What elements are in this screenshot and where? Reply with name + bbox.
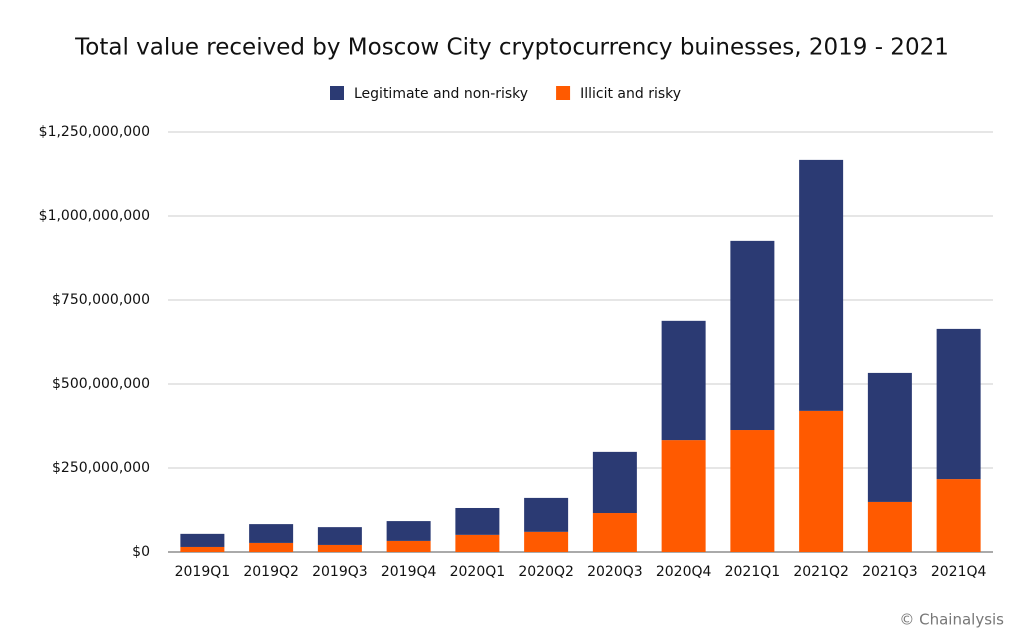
bar-segment <box>799 159 844 411</box>
credit: © Chainalysis <box>899 611 1004 629</box>
bar-segment <box>730 430 775 552</box>
bar-segment <box>936 328 981 480</box>
x-tick-label: 2020Q3 <box>587 564 643 580</box>
y-tick-label: $1,250,000,000 <box>39 124 150 140</box>
bar-segment <box>524 497 569 532</box>
x-tick-label: 2021Q3 <box>862 564 918 580</box>
bar-segment <box>317 544 362 552</box>
y-tick-label: $750,000,000 <box>52 292 150 308</box>
bar-segment <box>249 524 294 543</box>
legend-swatch <box>330 86 344 100</box>
legend-label: Illicit and risky <box>580 86 681 102</box>
bar-segment <box>386 540 431 552</box>
bar-segment <box>455 534 500 552</box>
y-tick-label: $250,000,000 <box>52 460 150 476</box>
bar-segment <box>524 531 569 552</box>
x-tick-label: 2019Q1 <box>175 564 231 580</box>
x-tick-label: 2019Q3 <box>312 564 368 580</box>
x-tick-label: 2019Q4 <box>381 564 437 580</box>
x-tick-label: 2020Q1 <box>450 564 506 580</box>
y-tick-label: $0 <box>132 544 150 560</box>
bar-segment <box>592 451 637 514</box>
bar-segment <box>661 440 706 552</box>
bar-segment <box>180 533 225 547</box>
bar-segment <box>180 546 225 552</box>
x-tick-label: 2021Q1 <box>725 564 781 580</box>
bar-segment <box>317 527 362 545</box>
x-tick-label: 2021Q4 <box>931 564 987 580</box>
legend-label: Legitimate and non-risky <box>354 86 528 102</box>
x-tick-label: 2021Q2 <box>793 564 849 580</box>
x-tick-label: 2019Q2 <box>243 564 299 580</box>
bar-segment <box>730 240 775 431</box>
bar-segment <box>592 513 637 552</box>
x-tick-label: 2020Q4 <box>656 564 712 580</box>
bar-segment <box>661 320 706 441</box>
bar-segment <box>249 542 294 552</box>
bar-segment <box>867 372 912 502</box>
chart-title: Total value received by Moscow City cryp… <box>74 35 949 61</box>
bar-segment <box>386 521 431 541</box>
x-tick-label: 2020Q2 <box>518 564 574 580</box>
bar-segment <box>455 507 500 535</box>
legend-swatch <box>556 86 571 100</box>
y-tick-label: $500,000,000 <box>52 376 150 392</box>
bar-segment <box>799 410 844 552</box>
bar-segment <box>936 479 981 552</box>
y-tick-label: $1,000,000,000 <box>39 208 150 224</box>
bar-segment <box>867 501 912 552</box>
